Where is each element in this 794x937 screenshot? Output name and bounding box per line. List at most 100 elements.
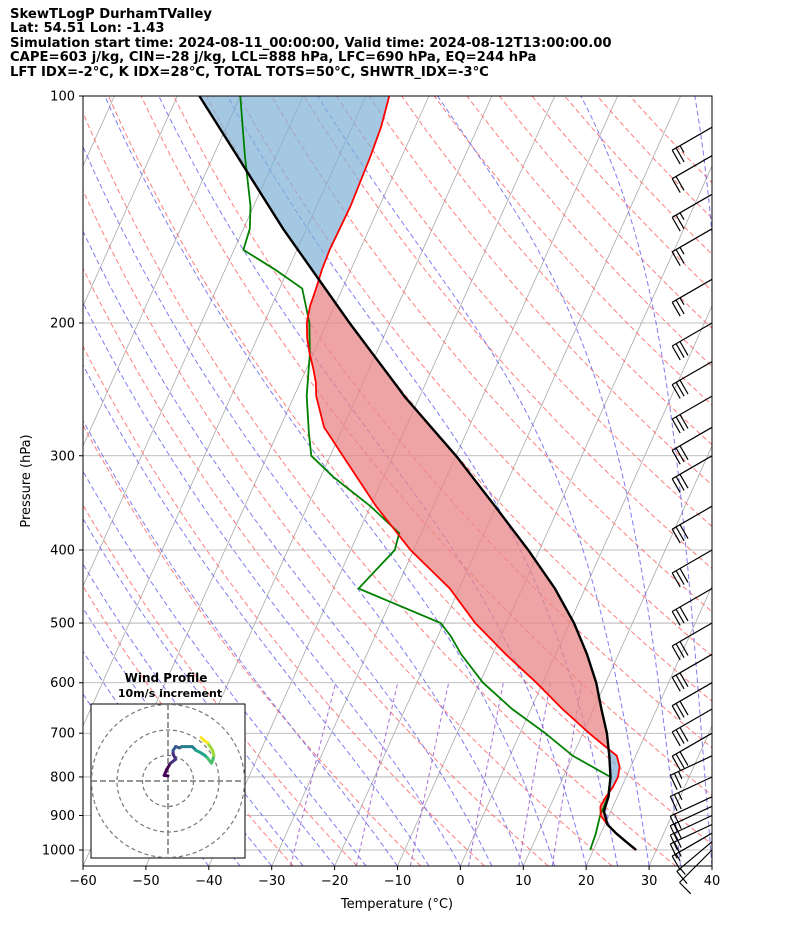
wind-barb: [669, 823, 713, 859]
dry-adiabat-line: [83, 111, 677, 866]
y-tick-label: 300: [50, 449, 75, 464]
wind-barb-stroke: [671, 126, 713, 165]
mixing-ratio-line: [409, 682, 450, 866]
isotherm-line: [648, 725, 712, 866]
wind-barb-stroke: [671, 395, 713, 434]
chart-title: SkewTLogP DurhamTValley: [10, 7, 213, 22]
wind-barb: [671, 322, 713, 361]
moist-adiabat-line: [83, 230, 493, 866]
wind-barb-stroke: [669, 796, 713, 831]
y-tick-label: 700: [50, 727, 75, 742]
wind-barb-stroke: [669, 755, 713, 791]
wind-barb: [671, 228, 713, 266]
wind-barb-stroke: [669, 823, 713, 859]
wind-barb: [671, 549, 713, 588]
wind-barb-stroke: [671, 549, 713, 588]
x-tick-label: −60: [69, 874, 96, 889]
wind-barb-stroke: [671, 732, 713, 771]
wind-barb: [669, 796, 713, 831]
wind-barb: [671, 395, 713, 434]
x-tick-label: 0: [456, 874, 464, 889]
wind-barb-stroke: [671, 682, 713, 720]
wind-barb-stroke: [671, 653, 713, 692]
dry-adiabat-line: [531, 96, 712, 292]
wind-barb: [671, 193, 713, 232]
parcel-line: [198, 96, 637, 851]
isotherm-line: [522, 445, 712, 866]
mixing-ratio-line: [355, 682, 399, 866]
x-tick-label: 10: [515, 874, 532, 889]
dry-adiabat-line: [83, 267, 549, 866]
location-line: Lat: 54.51 Lon: -1.43: [10, 21, 165, 37]
moist-adiabat-line: [437, 96, 681, 866]
isotherm-line: [334, 96, 681, 866]
cape-area: [306, 281, 609, 749]
y-tick-label: 800: [50, 770, 75, 785]
isotherm-line: [83, 96, 304, 587]
dry-adiabat-line: [499, 96, 712, 329]
wind-barb: [671, 361, 713, 399]
wind-barb: [671, 622, 713, 661]
dry-adiabat-line: [83, 504, 358, 866]
time-line: Simulation start time: 2024-08-11_00:00:…: [10, 35, 612, 51]
wind-barb-stroke: [671, 505, 713, 544]
cin-area: [608, 749, 620, 793]
wind-barb: [671, 832, 713, 871]
axes: −60 −50 −40 −30 −20 −10 0 10 20 30 40 1000 900 800 700…: [42, 90, 720, 890]
mixing-ratio-line: [290, 682, 337, 866]
dry-adiabat-line: [83, 424, 422, 866]
wind-barb: [669, 755, 713, 791]
temperature-line: [305, 96, 637, 851]
dry-adiabat-line: [466, 96, 712, 367]
wind-barb: [671, 587, 713, 626]
wind-barb-stroke: [671, 193, 713, 232]
hodograph-subtitle: 10m/s increment: [118, 687, 222, 700]
x-tick-label: −40: [195, 874, 222, 889]
wind-barb: [671, 126, 713, 165]
hodograph-title: Wind Profile: [125, 671, 208, 685]
wind-barb: [669, 776, 713, 812]
mixing-ratio-line: [468, 682, 504, 866]
wind-barb: [671, 708, 713, 747]
wind-barb: [671, 278, 713, 317]
moist-adiabat-line: [104, 96, 556, 866]
moist-adiabat-line: [83, 363, 430, 866]
wind-barb: [671, 426, 713, 465]
wind-barb-stroke: [671, 426, 713, 465]
y-axis-label: Pressure (hPa): [19, 434, 34, 527]
x-tick-label: 20: [578, 874, 595, 889]
wind-barb: [671, 455, 713, 493]
dry-adiabat-line: [238, 96, 712, 657]
isotherm-line: [397, 165, 712, 866]
wind-barb: [671, 732, 713, 771]
dewpoint-line: [239, 96, 612, 851]
mixing-ratio-line: [518, 682, 551, 866]
y-tick-label: 100: [50, 90, 75, 105]
wind-barb: [671, 155, 713, 193]
dry-adiabat-line: [83, 585, 294, 866]
moist-adiabat-line: [83, 470, 367, 866]
wind-barb-stroke: [671, 278, 713, 317]
x-axis-label: Temperature (°C): [340, 897, 453, 912]
x-tick-label: −30: [258, 874, 285, 889]
dry-adiabat-line: [83, 189, 613, 866]
wind-barb-stroke: [671, 455, 713, 493]
dry-adiabat-line: [108, 96, 712, 845]
isotherm-line: [585, 585, 712, 866]
wind-barb-stroke: [669, 814, 713, 850]
y-tick-label: 200: [50, 316, 75, 331]
wind-barb-stroke: [671, 322, 713, 361]
y-tick-label: 600: [50, 676, 75, 691]
wind-barb-stroke: [669, 805, 713, 841]
wind-barb-stroke: [671, 155, 713, 193]
hodograph-inset: Wind Profile 10m/s increment: [90, 671, 246, 859]
dry-adiabat-line: [433, 96, 712, 406]
dry-adiabat-line: [173, 96, 712, 749]
isotherm-line: [460, 305, 712, 866]
wind-barb-stroke: [671, 832, 713, 871]
moist-adiabat-line: [317, 96, 650, 866]
moist-adiabat-line: [83, 145, 524, 866]
moist-adiabat-line: [83, 517, 335, 866]
chart-header: SkewTLogP DurhamTValley Lat: 54.51 Lon: …: [10, 7, 612, 80]
wind-barb-stroke: [669, 776, 713, 812]
